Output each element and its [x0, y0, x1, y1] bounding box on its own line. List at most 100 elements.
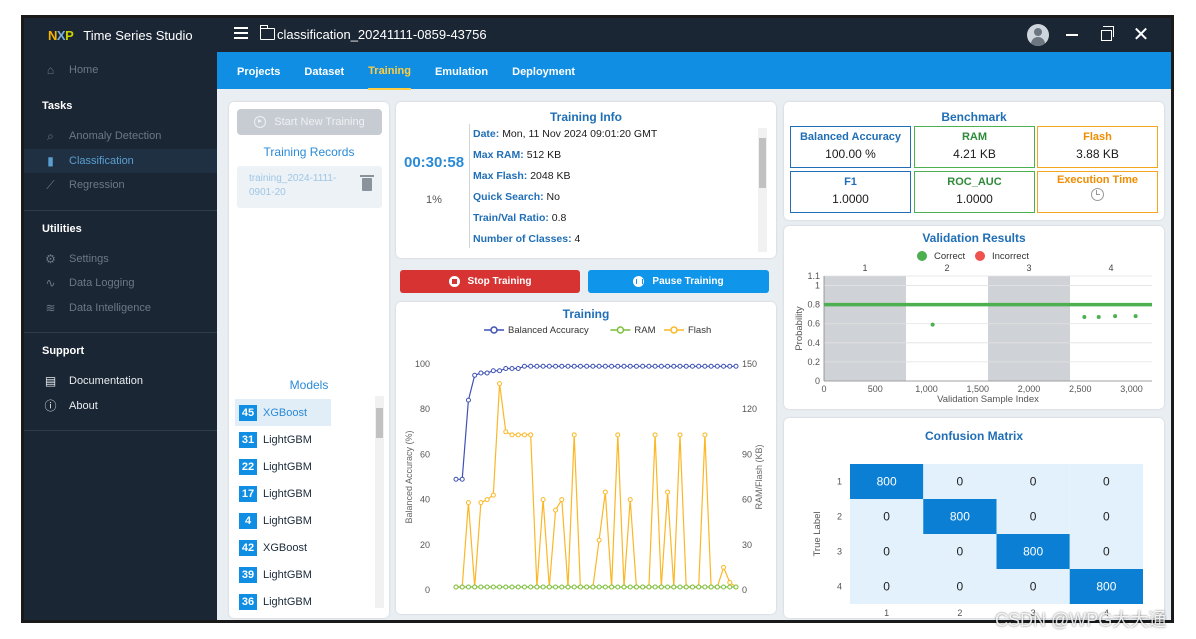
data-point: [472, 584, 478, 590]
model-id-badge: 22: [239, 458, 257, 475]
user-avatar[interactable]: [1027, 24, 1049, 46]
data-point: [696, 363, 702, 369]
sidebar-item-documentation[interactable]: ▤ Documentation: [24, 369, 217, 394]
data-point: [484, 497, 490, 503]
data-point: [571, 584, 577, 590]
list-item[interactable]: 42 XGBoost: [235, 534, 369, 561]
x-tick-label: 2,000: [1018, 384, 1041, 394]
y2-tick-label: 120: [742, 404, 757, 414]
menu-icon[interactable]: [234, 27, 248, 39]
training-record-item[interactable]: training_2024-1111- 0901-20: [237, 166, 382, 208]
close-button[interactable]: ✕: [1132, 24, 1150, 46]
data-point: [503, 429, 509, 435]
list-item[interactable]: 31 LightGBM: [235, 426, 369, 453]
stop-training-button[interactable]: Stop Training: [400, 270, 580, 293]
sidebar-item-anomaly-detection[interactable]: ⌕ Anomaly Detection: [24, 124, 217, 149]
sidebar-item-home[interactable]: ⌂ Home: [24, 52, 217, 88]
data-point: [727, 363, 733, 369]
sidebar-item-label: Anomaly Detection: [69, 130, 162, 143]
sidebar-item-settings[interactable]: ⚙ Settings: [24, 247, 217, 272]
y-tick-label: 0: [815, 376, 820, 386]
metric-value: 4.21 KB: [953, 147, 996, 161]
data-point: [559, 363, 565, 369]
list-item[interactable]: 45 XGBoost: [235, 399, 331, 426]
sidebar-item-regression[interactable]: ⟋ Regression: [24, 173, 217, 198]
info-row-max-ram: Max RAM: 512 KB: [473, 145, 758, 166]
delete-icon[interactable]: [360, 175, 374, 191]
metric-value: 1.0000: [832, 192, 869, 206]
matrix-cell: [923, 569, 997, 604]
start-training-button[interactable]: Start New Training: [237, 109, 382, 135]
sidebar-section-support: Support: [42, 345, 85, 357]
data-point: [497, 584, 503, 590]
sidebar-item-about[interactable]: ⓘ About: [24, 394, 217, 419]
tab-projects[interactable]: Projects: [237, 65, 281, 78]
benchmark-execution-time[interactable]: Execution Time: [1037, 171, 1158, 213]
data-point: [515, 584, 521, 590]
list-item[interactable]: 36 LightGBM: [235, 588, 369, 611]
sidebar-item-label: Data Logging: [69, 277, 135, 290]
tab-emulation[interactable]: Emulation: [434, 65, 489, 78]
y-axis-label: True Label: [812, 511, 823, 556]
matrix-cell: [1069, 499, 1143, 534]
list-item[interactable]: 4 LightGBM: [235, 507, 369, 534]
models-scrollbar[interactable]: [375, 396, 384, 608]
tab-training[interactable]: Training: [368, 52, 411, 90]
model-name: LightGBM: [263, 514, 312, 527]
tab-deployment[interactable]: Deployment: [512, 65, 576, 78]
data-point: [721, 564, 727, 570]
list-item[interactable]: 39 LightGBM: [235, 561, 369, 588]
y-tick-label: 4: [837, 582, 842, 592]
data-point: [546, 584, 552, 590]
model-id-badge: 36: [239, 593, 257, 610]
list-item[interactable]: 17 LightGBM: [235, 480, 369, 507]
scrollbar-thumb[interactable]: [759, 138, 766, 188]
y-tick-label: 1: [815, 281, 820, 291]
records-panel: Start New Training Training Records trai…: [229, 102, 389, 618]
y2-axis-label: RAM/Flash (KB): [754, 444, 764, 509]
data-point: [646, 584, 652, 590]
sidebar: ⌂ Home Tasks ⌕ Anomaly Detection ▮ Classifi…: [24, 52, 217, 620]
benchmark-f1: F1 1.0000: [790, 171, 911, 213]
data-point: [596, 363, 602, 369]
data-point: [721, 363, 727, 369]
scrollbar-thumb[interactable]: [376, 408, 383, 438]
info-scrollbar[interactable]: [758, 128, 767, 252]
benchmark-panel: Benchmark Balanced Accuracy 100.00 % RAM 4…: [784, 102, 1164, 220]
sidebar-item-data-intelligence[interactable]: ≋ Data Intelligence: [24, 296, 217, 321]
maximize-button[interactable]: [1096, 25, 1116, 45]
data-point: [640, 363, 646, 369]
sidebar-item-label: Home: [69, 64, 99, 76]
data-point: [528, 363, 534, 369]
sidebar-item-classification[interactable]: ▮ Classification: [24, 148, 217, 173]
training-info-title: Training Info: [550, 110, 622, 124]
data-point: [621, 363, 627, 369]
info-row-classes: Number of Classes: 4: [473, 229, 758, 244]
insight-icon: ≋: [45, 300, 56, 315]
data-point: [689, 363, 695, 369]
sidebar-item-data-logging[interactable]: ∿ Data Logging: [24, 271, 217, 296]
info-row-ratio: Train/Val Ratio: 0.8: [473, 208, 758, 229]
data-point: [540, 584, 546, 590]
class-region: [824, 276, 906, 381]
data-point: [665, 584, 671, 590]
sidebar-item-label: Regression: [69, 179, 125, 192]
minimize-button[interactable]: [1062, 25, 1082, 45]
sidebar-item-label: Documentation: [69, 375, 143, 388]
x-tick-label: 0: [821, 384, 826, 394]
legend-marker: [975, 251, 985, 261]
cell-value: 0: [883, 545, 890, 559]
search-icon: ⌕: [47, 128, 54, 143]
y-axis-label: Probability: [794, 306, 805, 351]
data-point: [627, 363, 633, 369]
list-item[interactable]: 22 LightGBM: [235, 453, 369, 480]
matrix-cell: [1069, 464, 1143, 499]
history-icon[interactable]: [1091, 188, 1104, 201]
pause-training-button[interactable]: Pause Training: [588, 270, 769, 293]
data-point: [490, 368, 496, 374]
tab-dataset[interactable]: Dataset: [304, 65, 345, 78]
data-point: [528, 432, 534, 438]
cell-value: 0: [957, 545, 964, 559]
progress-percent: 1%: [426, 194, 442, 206]
